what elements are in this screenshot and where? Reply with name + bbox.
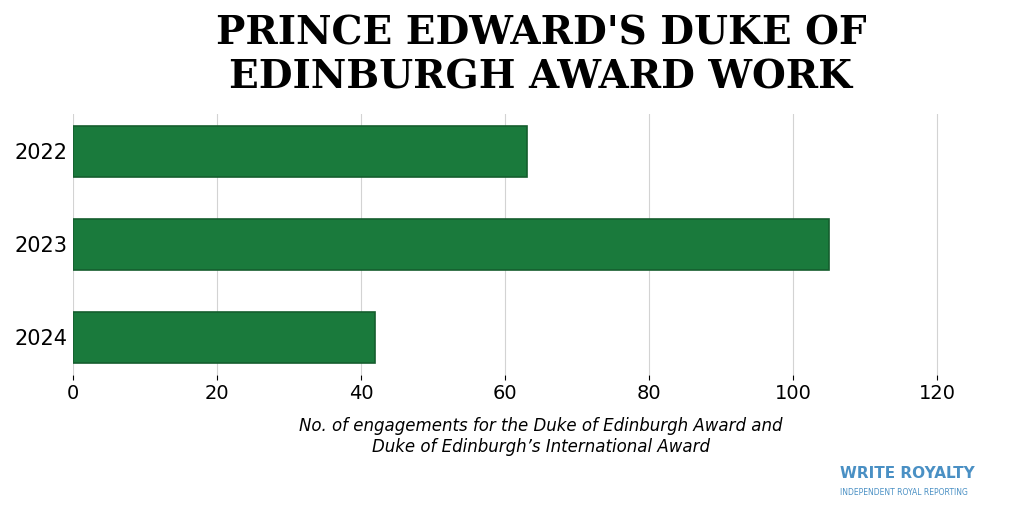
Bar: [73, 219, 829, 270]
Bar: [73, 126, 526, 177]
Text: WRITE ROYALTY: WRITE ROYALTY: [840, 466, 975, 481]
Text: INDEPENDENT ROYAL REPORTING: INDEPENDENT ROYAL REPORTING: [840, 487, 968, 497]
Title: PRINCE EDWARD'S DUKE OF
EDINBURGH AWARD WORK: PRINCE EDWARD'S DUKE OF EDINBURGH AWARD …: [216, 15, 866, 97]
X-axis label: No. of engagements for the Duke of Edinburgh Award and
Duke of Edinburgh’s Inter: No. of engagements for the Duke of Edinb…: [299, 417, 782, 456]
Bar: [73, 312, 376, 363]
